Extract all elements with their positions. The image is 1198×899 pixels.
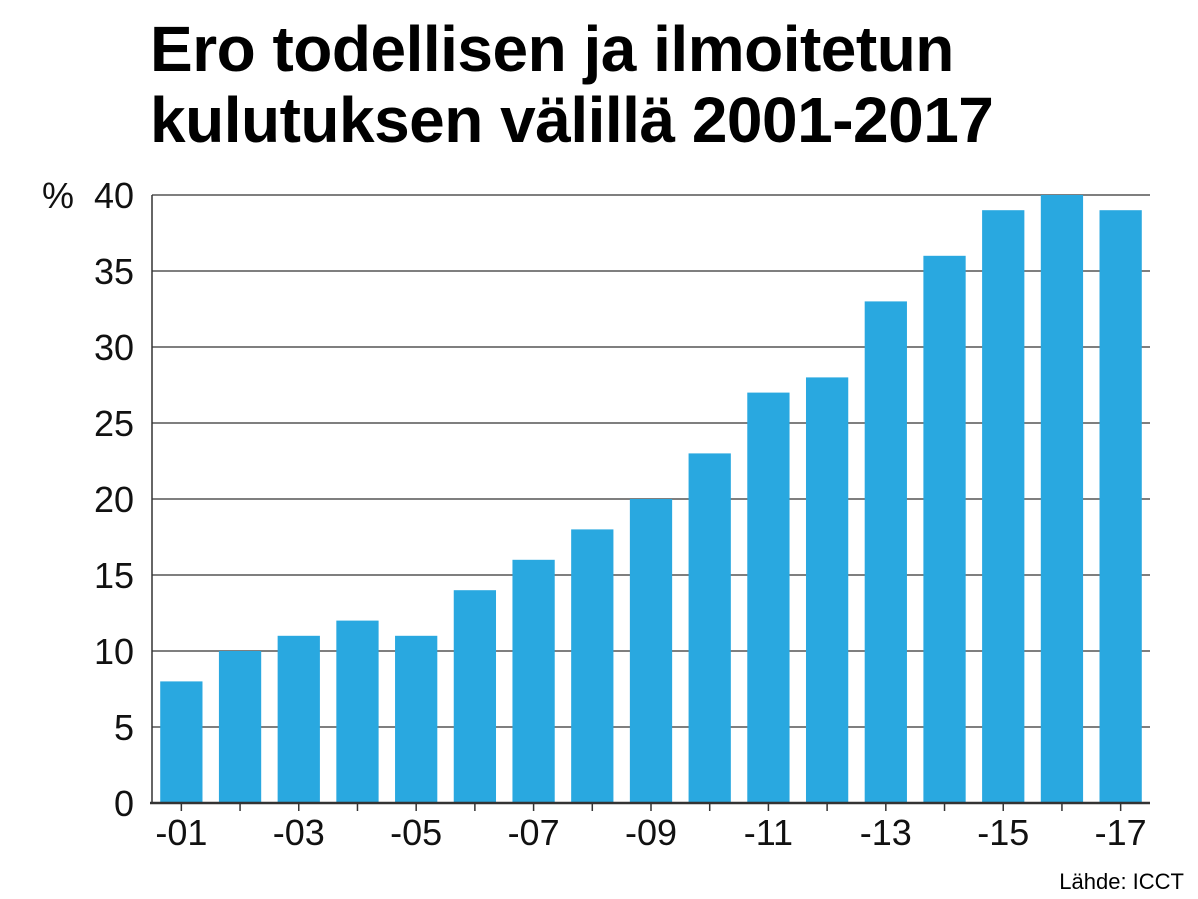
x-tick-label: -17 [1095, 812, 1147, 853]
bar-2009 [629, 499, 673, 803]
y-tick-label: 0 [114, 783, 134, 824]
chart-title-line-1: Ero todellisen ja ilmoitetun [150, 13, 954, 85]
bar-2002 [218, 651, 262, 803]
bar-2014 [923, 255, 966, 804]
y-tick-label: 35 [94, 251, 134, 292]
bar-2007 [512, 559, 555, 803]
x-tick-label: -03 [273, 812, 325, 853]
x-tick-label: -05 [390, 812, 442, 853]
x-tick-label: -11 [744, 812, 793, 853]
bars [160, 195, 1142, 804]
bar-2003 [277, 635, 320, 803]
y-tick-label: 15 [94, 555, 134, 596]
axes [150, 195, 1150, 811]
bar-2005 [395, 635, 438, 803]
y-tick-label: 20 [94, 479, 134, 520]
bar-2011 [747, 392, 790, 803]
x-tick-label: -01 [155, 812, 207, 853]
y-tick-label: 25 [94, 403, 134, 444]
x-tick-label: -13 [860, 812, 912, 853]
bar-2006 [453, 590, 497, 803]
y-tick-label: 5 [114, 707, 134, 748]
bar-2008 [571, 529, 614, 803]
y-tick-labels: 0 5 10 15 20 25 30 35 40 [94, 175, 134, 824]
y-tick-label: 10 [94, 631, 134, 672]
y-axis-unit-label: % [42, 175, 74, 216]
x-tick-labels: -01 -03 -05 -07 -09 -11 -13 -15 -17 [155, 812, 1146, 853]
bar-2017 [1099, 210, 1142, 803]
bar-2016 [1040, 195, 1084, 803]
source-note: Lähde: ICCT [1059, 869, 1184, 894]
bar-2015 [982, 210, 1025, 803]
bar-2013 [864, 301, 907, 803]
chart-title-line-2: kulutuksen välillä 2001-2017 [150, 84, 994, 156]
y-tick-label: 30 [94, 327, 134, 368]
bar-2001 [160, 681, 203, 803]
x-tick-label: -07 [508, 812, 560, 853]
bar-2004 [336, 620, 379, 803]
chart-title: Ero todellisen ja ilmoitetun kulutuksen … [150, 14, 1180, 156]
y-tick-label: 40 [94, 175, 134, 216]
bar-2010 [688, 453, 731, 803]
bar-2012 [805, 377, 849, 803]
x-tick-label: -15 [977, 812, 1029, 853]
x-tick-label: -09 [625, 812, 677, 853]
